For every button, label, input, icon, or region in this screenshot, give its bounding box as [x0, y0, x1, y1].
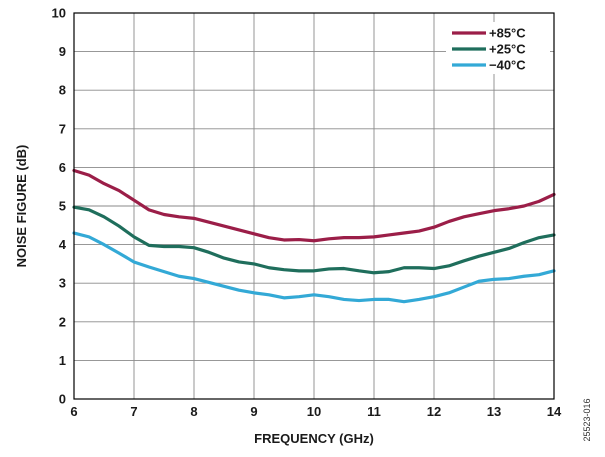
- x-tick-label: 7: [130, 404, 137, 419]
- plot-frame: [73, 12, 555, 400]
- x-tick-label: 12: [427, 404, 441, 419]
- legend: +85°C+25°C−40°C: [446, 22, 550, 74]
- x-tick-label: 8: [190, 404, 197, 419]
- y-tick-label: 10: [52, 6, 66, 21]
- y-axis-title: NOISE FIGURE (dB): [14, 145, 29, 268]
- legend-label: +85°C: [489, 26, 526, 41]
- y-tick-label: 0: [59, 392, 66, 407]
- y-tick-label: 4: [59, 237, 67, 252]
- series-line-1: [72, 168, 556, 243]
- y-tick-label: 3: [59, 276, 66, 291]
- x-tick-label: 6: [70, 404, 77, 419]
- x-tick-label: 13: [487, 404, 501, 419]
- x-tick-label: 11: [367, 404, 381, 419]
- legend-label: −40°C: [489, 58, 526, 73]
- y-tick-label: 5: [59, 199, 66, 214]
- x-axis-title: FREQUENCY (GHz): [254, 431, 374, 446]
- y-tick-label: 6: [59, 160, 66, 175]
- y-tick-label: 9: [59, 44, 66, 59]
- figure-id-label: 25523-016: [582, 398, 592, 441]
- y-tick-label: 1: [59, 353, 66, 368]
- x-tick-label: 14: [547, 404, 562, 419]
- x-tick-label: 9: [250, 404, 257, 419]
- series-line-2: [72, 205, 556, 275]
- y-tick-label: 2: [59, 314, 66, 329]
- legend-label: +25°C: [489, 42, 526, 57]
- y-tick-label: 7: [59, 121, 66, 136]
- series-line-3: [72, 231, 556, 304]
- x-tick-label: 10: [307, 404, 321, 419]
- series-layer: [72, 168, 556, 304]
- y-tick-label: 8: [59, 83, 66, 98]
